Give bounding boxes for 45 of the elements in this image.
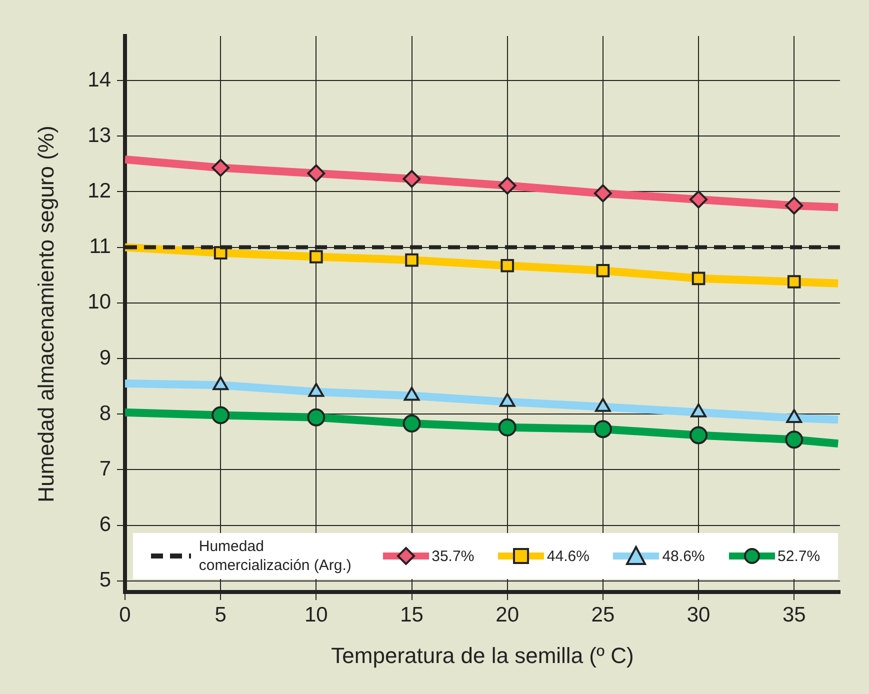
y-tick-label: 11 <box>89 235 111 258</box>
x-axis-title: Temperatura de la semilla (º C) <box>331 642 634 668</box>
x-tick-label: 25 <box>591 603 615 626</box>
y-tick-label: 5 <box>99 568 111 592</box>
point <box>785 196 804 215</box>
legend-label: Humedad comercialización (Arg.) <box>198 537 352 575</box>
point <box>498 418 516 436</box>
point <box>690 426 708 444</box>
y-tick-label: 6 <box>99 513 111 536</box>
x-tick-label: 15 <box>400 603 424 626</box>
x-tick-label: 35 <box>782 603 806 626</box>
y-tick-label: 14 <box>88 68 112 92</box>
x-tick-label: 10 <box>304 603 328 626</box>
y-tick-label: 9 <box>99 346 111 370</box>
point <box>498 176 516 195</box>
y-tick-label: 12 <box>88 179 111 202</box>
y-tick-label: 8 <box>99 402 111 425</box>
point <box>212 158 230 177</box>
point <box>500 258 514 272</box>
point <box>402 170 421 188</box>
point <box>785 430 804 449</box>
x-tick-label: 20 <box>496 603 520 626</box>
point <box>310 250 323 264</box>
point <box>692 272 706 286</box>
point <box>307 164 326 182</box>
y-tick-label: 7 <box>99 457 111 480</box>
y-axis-title: Humedad almacenamiento seguro (%) <box>33 126 58 502</box>
point <box>212 406 230 424</box>
y-tick-label: 13 <box>88 124 111 147</box>
point <box>594 184 612 202</box>
point <box>594 420 612 438</box>
legend-label: 48.6% <box>662 548 705 564</box>
y-tick-label: 10 <box>88 290 111 314</box>
x-tick-label: 0 <box>119 603 131 626</box>
point <box>787 275 801 288</box>
legend-label: 44.6% <box>546 548 590 564</box>
x-tick-label: 5 <box>214 603 226 626</box>
point <box>690 190 708 208</box>
x-tick-label: 30 <box>686 603 710 626</box>
point <box>307 408 326 426</box>
point <box>596 264 610 278</box>
legend-label: 52.7% <box>778 548 820 564</box>
legend-label: 35.7% <box>432 548 474 564</box>
point <box>402 414 421 433</box>
point <box>405 253 418 267</box>
